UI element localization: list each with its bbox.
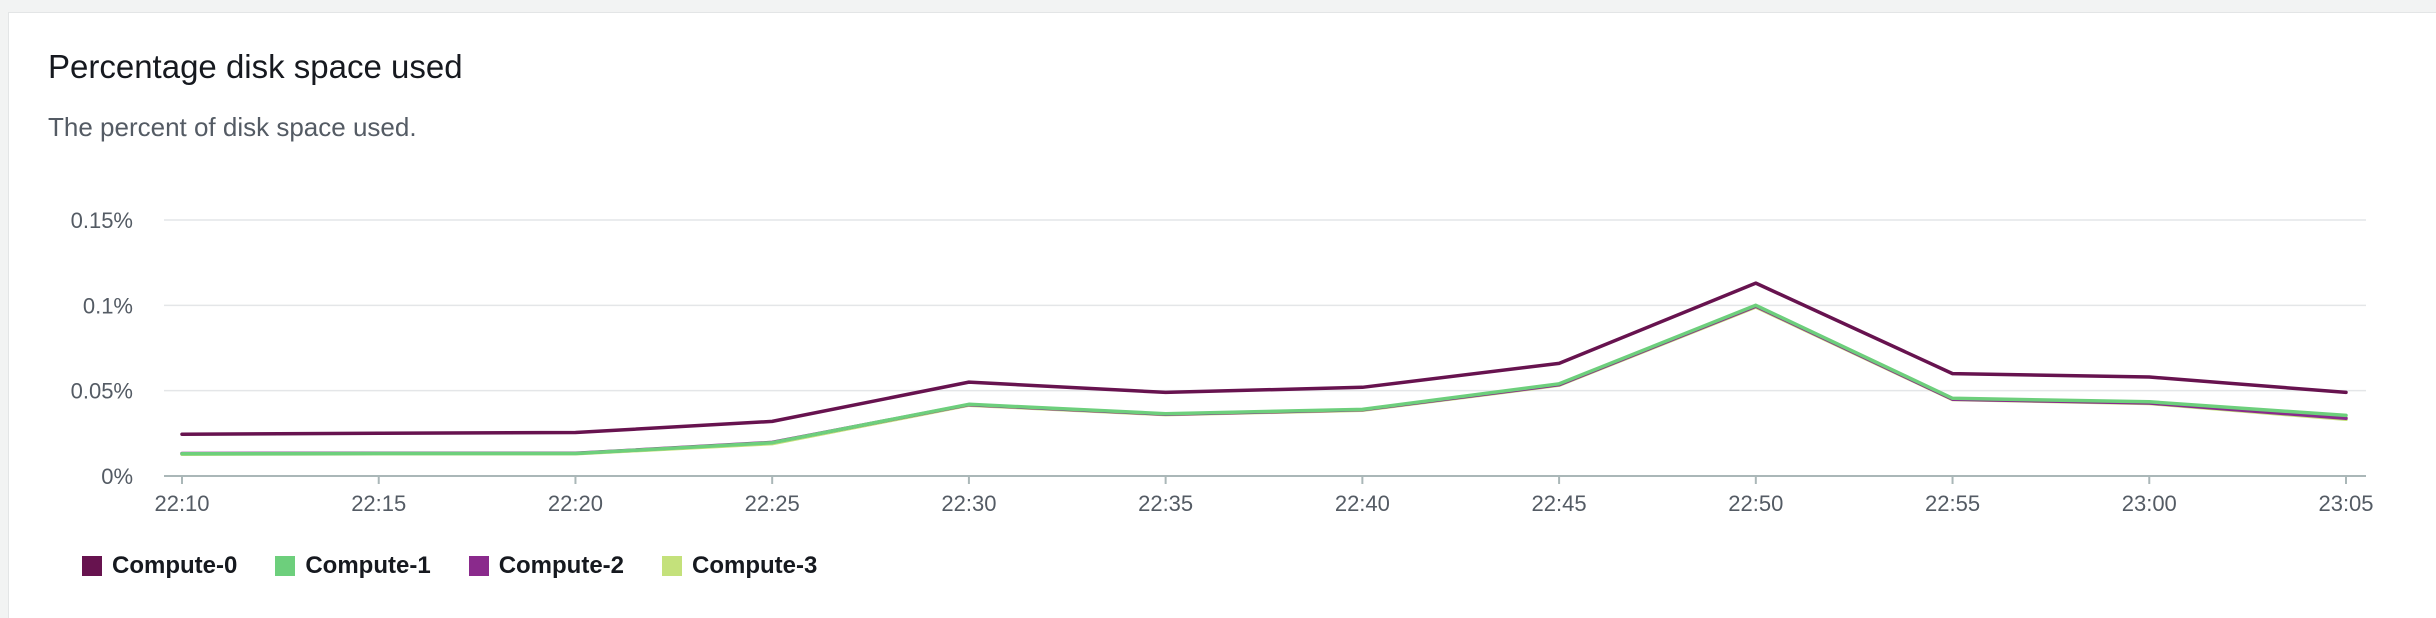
y-axis-ticks: 0% 0.05% 0.1% 0.15% <box>71 208 133 489</box>
x-tick-label: 23:00 <box>2122 491 2177 516</box>
legend-item-compute-0[interactable]: Compute-0 <box>82 552 237 580</box>
x-tick-label: 22:55 <box>1925 491 1980 516</box>
legend-label: Compute-2 <box>499 552 624 580</box>
chart-legend: Compute-0 Compute-1 Compute-2 Compute-3 <box>82 552 817 580</box>
x-tick-label: 22:40 <box>1335 491 1390 516</box>
legend-label: Compute-1 <box>305 552 430 580</box>
x-tick-label: 23:05 <box>2318 491 2373 516</box>
x-tick-label: 22:35 <box>1138 491 1193 516</box>
legend-swatch <box>662 556 682 576</box>
x-tick-label: 22:10 <box>154 491 209 516</box>
y-tick-label: 0% <box>101 464 133 489</box>
grid-lines <box>164 220 2366 391</box>
legend-item-compute-3[interactable]: Compute-3 <box>662 552 817 580</box>
series-lines <box>182 283 2346 454</box>
legend-label: Compute-3 <box>692 552 817 580</box>
x-axis-ticks: 22:10 22:15 22:20 22:25 22:30 22:35 22:40 22:45… <box>154 476 2373 516</box>
legend-swatch <box>469 556 489 576</box>
legend-item-compute-2[interactable]: Compute-2 <box>469 552 624 580</box>
x-tick-label: 22:30 <box>941 491 996 516</box>
legend-item-compute-1[interactable]: Compute-1 <box>275 552 430 580</box>
y-tick-label: 0.1% <box>83 293 133 318</box>
x-tick-label: 22:15 <box>351 491 406 516</box>
y-tick-label: 0.05% <box>71 379 133 404</box>
x-tick-label: 22:50 <box>1728 491 1783 516</box>
x-tick-label: 22:45 <box>1532 491 1587 516</box>
legend-swatch <box>82 556 102 576</box>
x-tick-label: 22:25 <box>745 491 800 516</box>
legend-label: Compute-0 <box>112 552 237 580</box>
legend-swatch <box>275 556 295 576</box>
y-tick-label: 0.15% <box>71 208 133 233</box>
x-tick-label: 22:20 <box>548 491 603 516</box>
